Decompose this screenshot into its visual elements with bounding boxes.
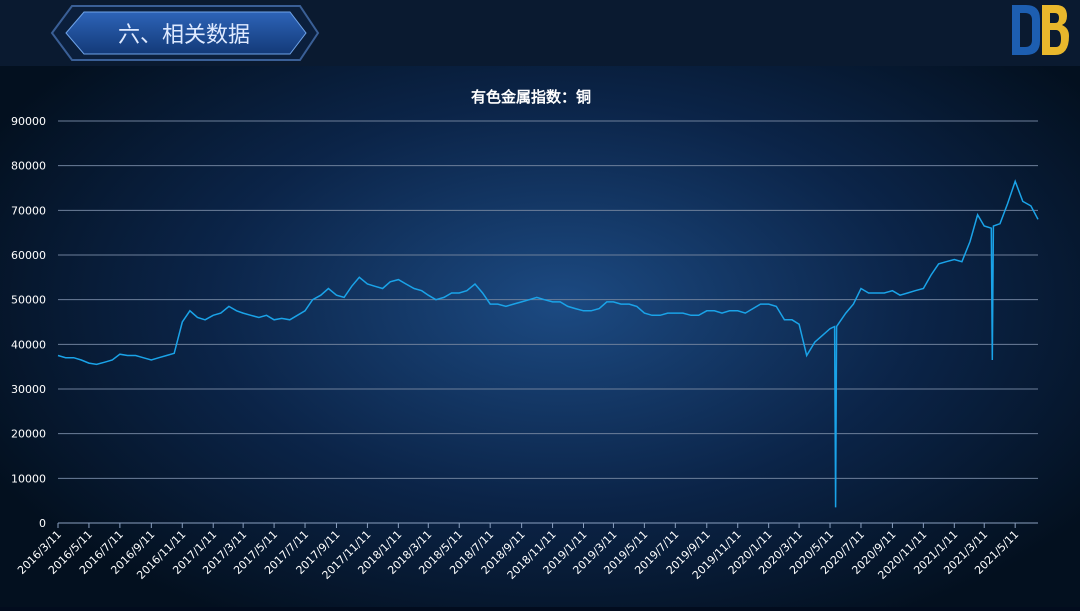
banner <box>65 11 307 55</box>
y-tick-label: 80000 <box>11 160 46 173</box>
chart-title: 有色金属指数：铜 <box>471 88 591 106</box>
y-tick-label: 20000 <box>11 428 46 441</box>
y-tick-label: 10000 <box>11 472 46 485</box>
logo <box>1012 5 1069 55</box>
y-tick-label: 90000 <box>11 115 46 128</box>
slide-title: 六、相关数据 <box>118 23 250 48</box>
y-tick-label: 70000 <box>11 204 46 217</box>
y-tick-label: 40000 <box>11 338 46 351</box>
y-tick-label: 60000 <box>11 249 46 262</box>
y-tick-label: 30000 <box>11 383 46 396</box>
line-series <box>57 179 1039 508</box>
y-tick-label: 0 <box>39 517 46 530</box>
y-tick-label: 50000 <box>11 294 46 307</box>
